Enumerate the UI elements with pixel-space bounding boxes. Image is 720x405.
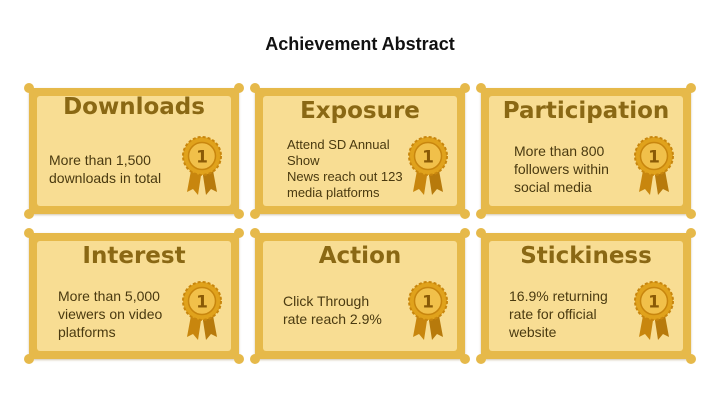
achievement-card-stickiness: Stickiness 16.9% returning rate for offi… — [476, 228, 696, 364]
card-corner — [476, 228, 486, 238]
card-text-line: Click Through — [283, 293, 370, 309]
card-description: More than 5,000 viewers on video platfor… — [58, 287, 162, 341]
card-corner — [234, 228, 244, 238]
card-corner — [686, 228, 696, 238]
card-corner — [476, 209, 486, 219]
card-text-line: social media — [514, 179, 592, 195]
card-corner — [686, 209, 696, 219]
card-corner — [250, 83, 260, 93]
card-corner — [234, 83, 244, 93]
achievement-card-participation: Participation More than 800 followers wi… — [476, 83, 696, 219]
achievement-card-downloads: Downloads More than 1,500 downloads in t… — [24, 83, 244, 219]
card-corner — [460, 209, 470, 219]
card-description: Attend SD Annual Show News reach out 123… — [287, 137, 403, 201]
card-text-line: More than 1,500 — [49, 152, 151, 168]
card-text-line: followers within — [514, 161, 609, 177]
medal-number: 1 — [648, 148, 660, 168]
card-description: Click Through rate reach 2.9% — [283, 292, 382, 328]
card-text-line: viewers on video — [58, 306, 163, 322]
card-corner — [460, 83, 470, 93]
medal-number: 1 — [196, 148, 208, 168]
card-text-line: 16.9% returning — [509, 288, 608, 304]
slide-title: Achievement Abstract — [265, 34, 455, 54]
card-corner — [460, 354, 470, 364]
card-description: More than 800 followers within social me… — [514, 142, 609, 196]
medal-number: 1 — [196, 293, 208, 313]
card-title: Participation — [502, 98, 670, 124]
achievement-card-interest: Interest More than 5,000 viewers on vide… — [24, 228, 244, 364]
card-corner — [686, 354, 696, 364]
card-text-line: News reach out 123 — [287, 169, 403, 184]
medal-number: 1 — [648, 293, 660, 313]
card-title: Downloads — [63, 94, 205, 120]
award-medal-icon: 1 — [408, 281, 448, 340]
card-text-line: More than 800 — [514, 143, 605, 159]
card-text-line: rate reach 2.9% — [283, 311, 382, 327]
card-corner — [250, 354, 260, 364]
card-title: Stickiness — [520, 243, 652, 269]
achievement-card-action: Action Click Through rate reach 2.9% 1 — [250, 228, 470, 364]
card-corner — [460, 228, 470, 238]
card-text-line: platforms — [58, 324, 116, 340]
card-text-line: media platforms — [287, 185, 380, 200]
card-title: Exposure — [300, 98, 420, 124]
award-medal-icon: 1 — [182, 281, 222, 340]
card-corner — [24, 354, 34, 364]
card-corner — [476, 354, 486, 364]
card-corner — [250, 228, 260, 238]
card-text-line: downloads in total — [49, 170, 162, 186]
medal-number: 1 — [422, 293, 434, 313]
card-text-line: rate for official — [509, 306, 597, 322]
achievement-card-exposure: Exposure Attend SD Annual Show News reac… — [250, 83, 470, 219]
medal-number: 1 — [422, 148, 434, 168]
award-medal-icon: 1 — [182, 136, 222, 195]
card-text-line: Show — [287, 153, 320, 168]
card-description: 16.9% returning rate for official websit… — [509, 287, 608, 341]
award-medal-icon: 1 — [634, 281, 674, 340]
card-title: Action — [318, 243, 402, 269]
card-title: Interest — [82, 243, 186, 269]
award-medal-icon: 1 — [634, 136, 674, 195]
card-description: More than 1,500 downloads in total — [49, 151, 161, 187]
card-corner — [24, 228, 34, 238]
card-corner — [234, 354, 244, 364]
card-text-line: Attend SD Annual — [287, 137, 390, 152]
card-corner — [234, 209, 244, 219]
card-text-line: More than 5,000 — [58, 288, 160, 304]
card-corner — [686, 83, 696, 93]
card-corner — [476, 83, 486, 93]
card-corner — [24, 209, 34, 219]
award-medal-icon: 1 — [408, 136, 448, 195]
card-corner — [24, 83, 34, 93]
card-text-line: website — [509, 324, 557, 340]
card-corner — [250, 209, 260, 219]
